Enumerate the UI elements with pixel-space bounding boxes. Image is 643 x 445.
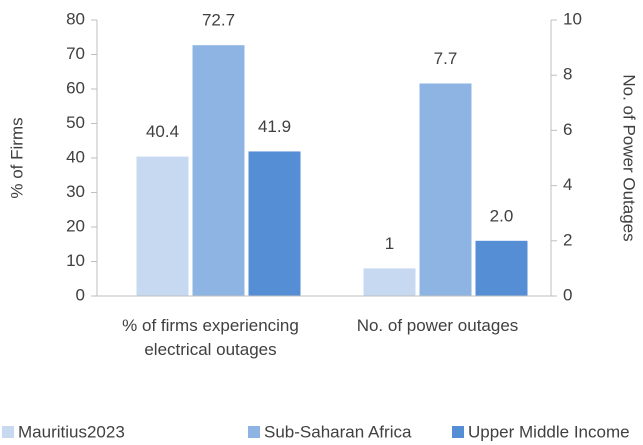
x-tick-label: % of firms experiencing electrical outag…: [122, 316, 299, 359]
y-tick-label: 30: [66, 182, 85, 201]
bar: [475, 240, 528, 296]
y-tick-label: 40: [66, 147, 85, 166]
y2-axis-title: No. of Power Outages: [620, 74, 639, 241]
y2-tick-label: 10: [563, 9, 582, 28]
y-tick-label: 10: [66, 251, 85, 270]
legend-swatch: [452, 426, 464, 438]
y-axis-title: % of Firms: [7, 117, 26, 198]
y2-tick-label: 4: [563, 175, 572, 194]
legend-swatch: [248, 426, 260, 438]
data-label: 1: [385, 234, 394, 253]
bar: [192, 45, 245, 297]
data-label: 2.0: [490, 206, 514, 225]
legend-swatch: [2, 426, 14, 438]
legend-label: Sub-Saharan Africa: [264, 422, 412, 441]
y2-tick-label: 6: [563, 120, 572, 139]
y2-tick-label: 8: [563, 65, 572, 84]
legend-label: Upper Middle Income: [468, 422, 630, 441]
y-tick-label: 70: [66, 44, 85, 63]
data-label: 72.7: [202, 11, 235, 30]
y-tick-label: 60: [66, 78, 85, 97]
data-label: 41.9: [258, 117, 291, 136]
y2-tick-label: 2: [563, 230, 572, 249]
y-tick-label: 0: [76, 285, 85, 304]
bar: [419, 83, 472, 296]
data-label: 7.7: [434, 49, 458, 68]
bar: [248, 151, 301, 296]
bar: [136, 156, 189, 296]
y-tick-label: 80: [66, 9, 85, 28]
y2-tick-label: 0: [563, 285, 572, 304]
legend-label: Mauritius2023: [18, 422, 125, 441]
y-tick-label: 20: [66, 216, 85, 235]
y-tick-label: 50: [66, 113, 85, 132]
data-label: 40.4: [146, 122, 179, 141]
bar: [363, 268, 416, 296]
x-tick-label: No. of power outages: [356, 316, 519, 335]
